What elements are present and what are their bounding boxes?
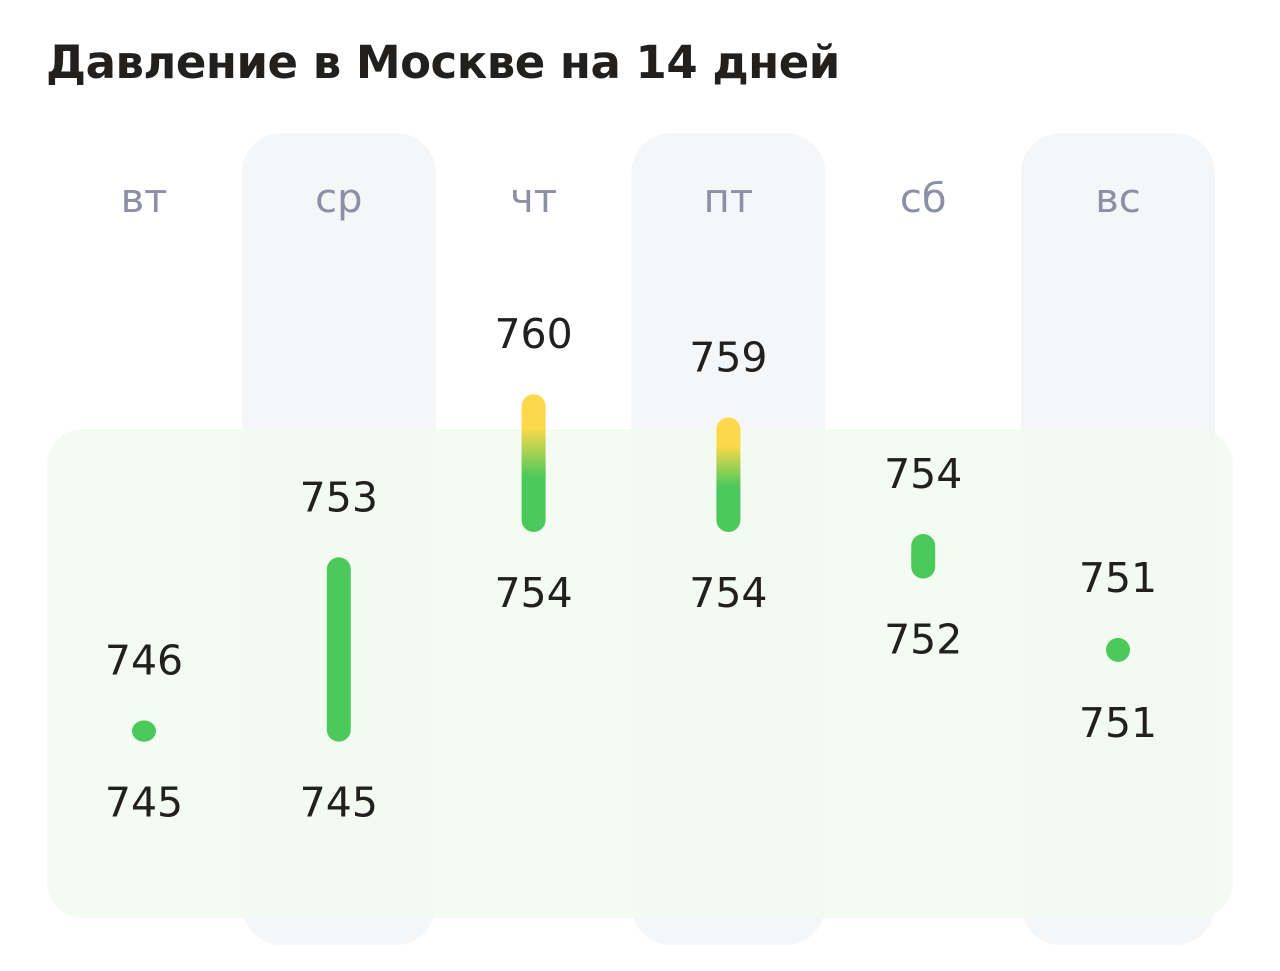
low-value-label-2: 754 <box>494 569 572 617</box>
high-value-label-0: 746 <box>105 636 183 684</box>
range-bar-4 <box>911 534 936 579</box>
range-bar-2 <box>521 394 546 532</box>
high-value-label-2: 760 <box>494 310 572 358</box>
low-value-label-4: 752 <box>884 616 962 664</box>
low-value-label-1: 745 <box>300 779 378 827</box>
low-value-label-3: 754 <box>689 569 767 617</box>
range-bar-1 <box>326 557 351 742</box>
normal-pressure-band <box>47 429 1233 918</box>
range-bar-5 <box>1106 637 1130 662</box>
day-label-3: пт <box>704 176 753 222</box>
day-label-5: вс <box>1095 176 1141 222</box>
day-label-2: чт <box>510 176 557 222</box>
low-value-label-5: 751 <box>1079 699 1157 747</box>
range-bar-3 <box>716 417 741 532</box>
high-value-label-3: 759 <box>689 334 767 382</box>
high-value-label-4: 754 <box>884 450 962 498</box>
day-label-4: сб <box>900 176 947 222</box>
range-bar-0 <box>132 720 156 742</box>
high-value-label-1: 753 <box>300 473 378 521</box>
page-title: Давление в Москве на 14 дней <box>46 36 840 89</box>
day-label-0: вт <box>121 176 168 222</box>
high-value-label-5: 751 <box>1079 554 1157 602</box>
day-label-1: ср <box>315 176 362 222</box>
low-value-label-0: 745 <box>105 779 183 827</box>
